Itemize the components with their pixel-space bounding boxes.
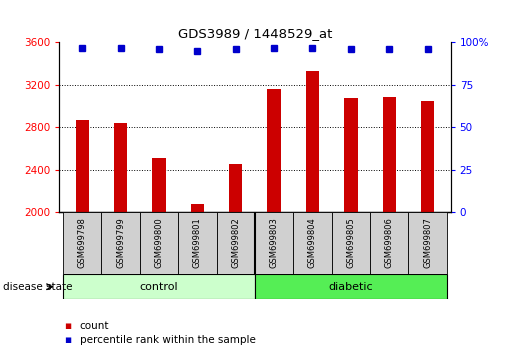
Bar xyxy=(383,97,396,212)
Text: ◾: ◾ xyxy=(64,321,72,331)
Text: GSM699803: GSM699803 xyxy=(270,217,279,268)
Text: percentile rank within the sample: percentile rank within the sample xyxy=(80,335,256,345)
Bar xyxy=(370,212,408,274)
Bar xyxy=(63,274,255,299)
Text: GSM699798: GSM699798 xyxy=(78,217,87,268)
Text: ◾: ◾ xyxy=(64,335,72,345)
Bar xyxy=(63,212,101,274)
Bar xyxy=(255,212,294,274)
Text: GSM699800: GSM699800 xyxy=(154,217,163,268)
Bar xyxy=(408,212,447,274)
Bar xyxy=(140,212,178,274)
Bar xyxy=(306,71,319,212)
Bar xyxy=(114,123,127,212)
Text: GSM699801: GSM699801 xyxy=(193,217,202,268)
Bar xyxy=(152,158,166,212)
Title: GDS3989 / 1448529_at: GDS3989 / 1448529_at xyxy=(178,27,332,40)
Text: GSM699802: GSM699802 xyxy=(231,217,240,268)
Text: control: control xyxy=(140,282,178,292)
Bar xyxy=(191,204,204,212)
Bar xyxy=(229,164,243,212)
Text: GSM699806: GSM699806 xyxy=(385,217,394,268)
Text: GSM699804: GSM699804 xyxy=(308,217,317,268)
Text: diabetic: diabetic xyxy=(329,282,373,292)
Text: disease state: disease state xyxy=(3,282,72,292)
Bar xyxy=(344,98,357,212)
Bar xyxy=(332,212,370,274)
Text: count: count xyxy=(80,321,109,331)
Text: GSM699805: GSM699805 xyxy=(347,217,355,268)
Bar xyxy=(255,274,447,299)
Text: GSM699807: GSM699807 xyxy=(423,217,432,268)
Bar xyxy=(101,212,140,274)
Bar xyxy=(421,101,434,212)
Bar xyxy=(267,89,281,212)
Bar xyxy=(216,212,255,274)
Text: GSM699799: GSM699799 xyxy=(116,217,125,268)
Bar xyxy=(76,120,89,212)
Bar xyxy=(178,212,216,274)
Bar xyxy=(294,212,332,274)
